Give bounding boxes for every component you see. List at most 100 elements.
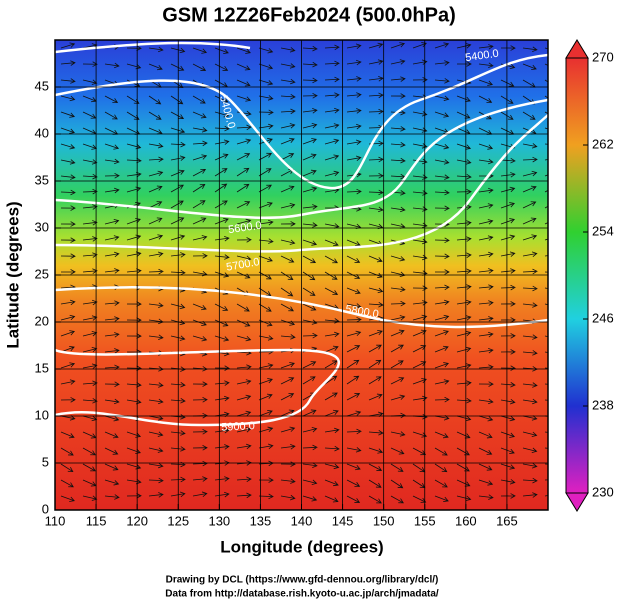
streamline-arrow: [434, 60, 450, 66]
streamline-arrow: [192, 111, 207, 119]
streamline-arrow: [302, 45, 318, 52]
streamline-arrow: [192, 217, 207, 225]
streamline-arrow: [500, 202, 515, 209]
streamline-arrow: [104, 235, 120, 241]
colorbar-tick-label: 246: [592, 310, 614, 325]
streamline-arrow: [456, 173, 472, 180]
streamline-arrow: [346, 316, 362, 323]
streamline-arrow: [544, 79, 548, 83]
streamline-arrow: [82, 463, 96, 472]
streamline-arrow: [82, 252, 98, 258]
footer-text: Drawing by DCL (https://www.gfd-dennou.o…: [166, 575, 439, 586]
streamline-arrow: [214, 111, 230, 118]
streamline-arrow: [302, 376, 316, 385]
streamline-arrow: [368, 463, 383, 471]
streamline-arrow: [104, 218, 120, 225]
streamline-arrow: [192, 127, 208, 133]
streamline-arrow: [346, 108, 362, 114]
streamline-arrow: [346, 92, 362, 98]
streamline-arrow: [324, 409, 339, 417]
streamline-arrow: [500, 317, 516, 323]
streamline-arrow: [324, 360, 338, 369]
streamline-arrow: [522, 398, 538, 405]
streamline-arrow: [60, 330, 76, 337]
streamline-arrow: [368, 173, 384, 179]
streamline-arrow: [478, 331, 494, 338]
streamline-arrow: [500, 333, 516, 339]
streamline-arrow: [544, 205, 548, 209]
streamline-arrow: [126, 398, 142, 405]
streamline-arrow: [324, 427, 340, 434]
streamline-arrow: [236, 379, 252, 385]
streamline-arrow: [236, 138, 252, 145]
streamline-arrow: [522, 477, 538, 484]
streamline-arrow: [258, 393, 273, 401]
streamline-arrow: [148, 201, 163, 209]
streamline-arrow: [258, 95, 274, 101]
streamline-arrow: [104, 62, 120, 69]
streamline-arrow: [390, 315, 406, 321]
streamline-arrow: [456, 143, 472, 150]
streamline-arrow: [500, 415, 516, 422]
streamline-arrow: [368, 206, 384, 213]
streamline-arrow: [544, 111, 548, 115]
streamline-arrow: [346, 303, 362, 309]
streamline-arrow: [148, 302, 164, 308]
streamline-arrow: [412, 447, 427, 456]
streamline-arrow: [258, 201, 273, 209]
contour-label: 5600.0: [227, 220, 262, 237]
streamline-arrow: [214, 217, 229, 225]
streamline-arrow: [258, 363, 274, 369]
streamline-arrow: [302, 169, 317, 177]
streamline-arrow: [258, 168, 272, 177]
y-tick-label: 40: [35, 125, 49, 140]
streamline-arrow: [148, 382, 164, 388]
streamline-arrow: [544, 127, 548, 130]
streamline-arrow: [236, 47, 251, 54]
streamline-arrow: [126, 478, 142, 485]
streamline-arrow: [456, 220, 472, 226]
streamline-arrow: [236, 124, 252, 131]
streamline-arrow: [478, 251, 494, 258]
streamline-arrow: [170, 95, 184, 105]
streamline-arrow: [390, 344, 404, 353]
streamline-arrow: [302, 108, 318, 114]
streamline-arrow: [390, 495, 404, 504]
streamline-arrow: [434, 447, 448, 456]
colorbar-tick-label: 254: [592, 223, 614, 238]
streamline-arrow: [170, 111, 185, 120]
streamline-arrow: [500, 186, 516, 193]
streamline-arrow: [478, 62, 494, 68]
streamline-arrow: [170, 200, 184, 209]
streamline-arrow: [236, 364, 252, 370]
streamline-arrow: [170, 127, 186, 134]
streamline-arrow: [346, 188, 362, 195]
streamline-arrow: [412, 329, 427, 337]
streamline-arrow: [478, 347, 494, 354]
streamline-arrow: [302, 222, 318, 228]
streamline-arrow: [500, 349, 516, 355]
streamline-arrow: [456, 431, 471, 439]
streamline-arrow: [82, 398, 98, 404]
streamline-arrow: [544, 189, 548, 193]
streamline-arrow: [280, 78, 296, 85]
streamline-arrow: [148, 462, 164, 469]
streamline-arrow: [104, 111, 118, 120]
streamline-arrow: [104, 332, 120, 338]
streamline-arrow: [500, 234, 516, 241]
streamline-arrow: [60, 314, 76, 321]
streamline-arrow: [346, 239, 361, 247]
streamline-arrow: [456, 299, 472, 306]
streamline-arrow: [214, 365, 230, 371]
streamline-arrow: [60, 95, 76, 102]
streamline-arrow: [82, 268, 98, 274]
streamline-arrow: [346, 59, 362, 66]
streamline-arrow: [192, 429, 208, 435]
streamline-arrow: [390, 300, 406, 307]
streamline-arrow: [258, 219, 274, 226]
streamline-arrow: [104, 381, 120, 387]
streamline-arrow: [280, 63, 296, 69]
footer-text: Data from http://database.rish.kyoto-u.a…: [165, 589, 439, 600]
streamline-arrow: [302, 287, 316, 296]
streamline-arrow: [456, 479, 471, 487]
